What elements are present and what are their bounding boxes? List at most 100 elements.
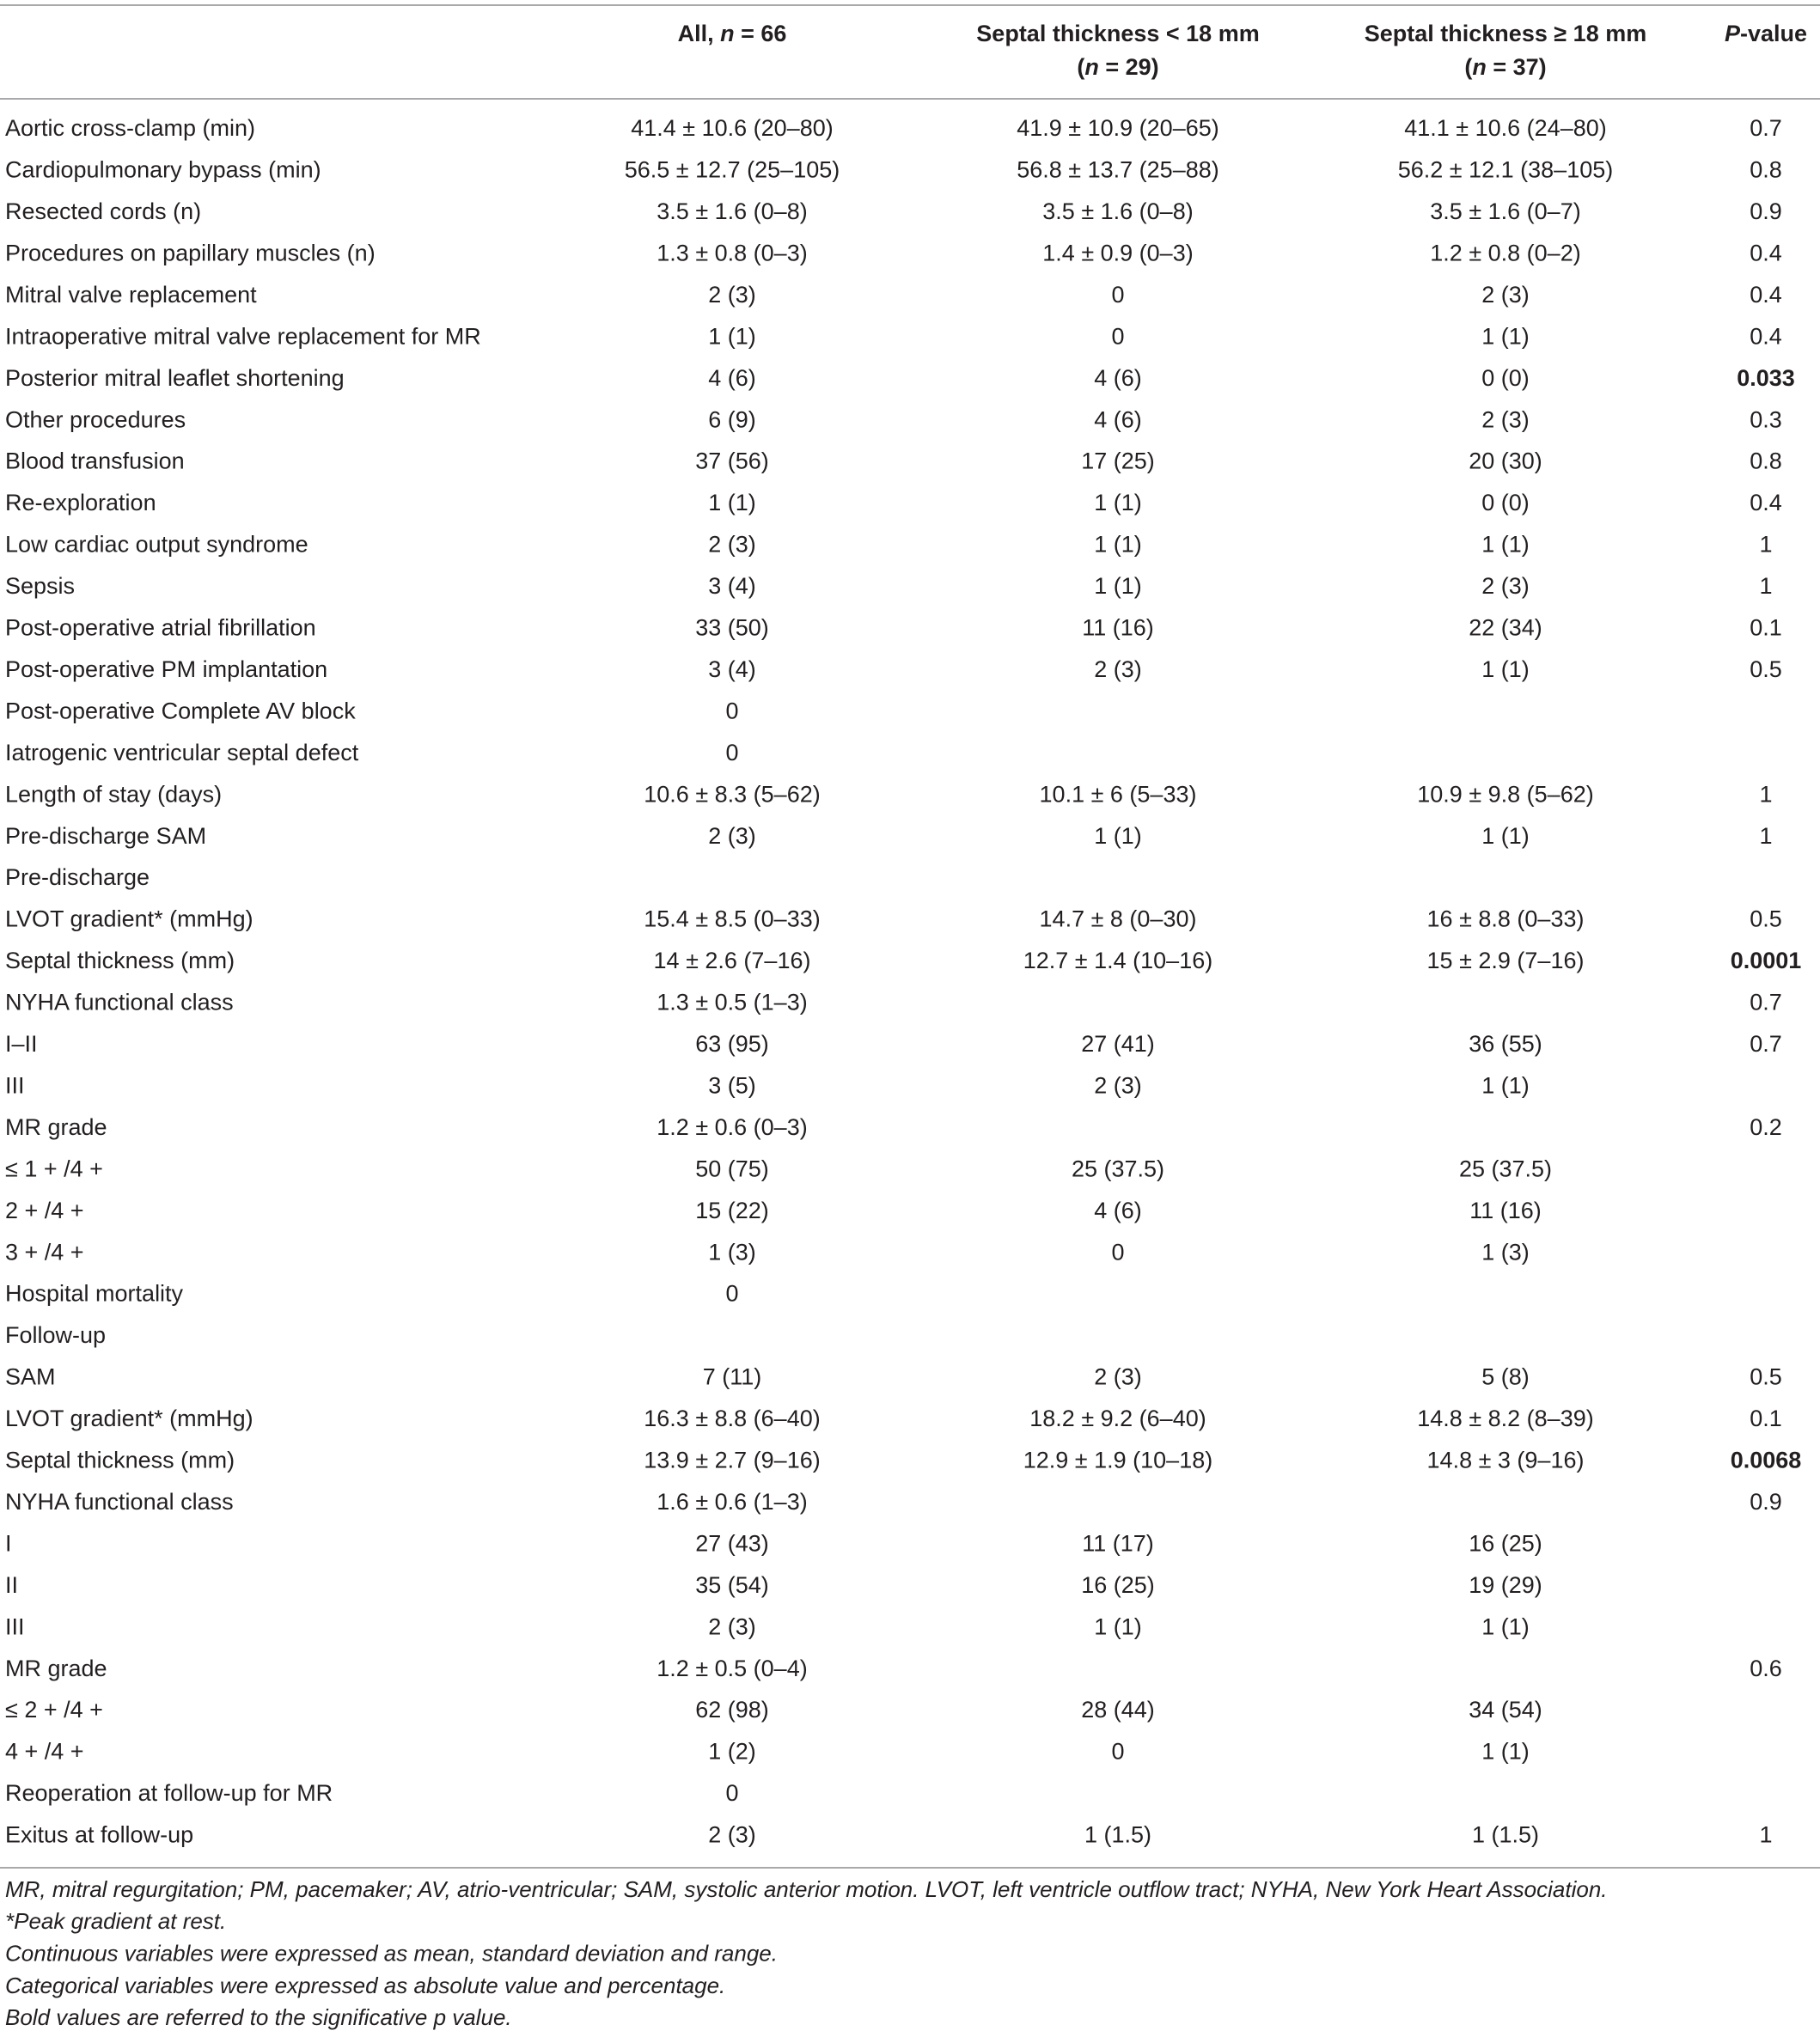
row-label: 2 + /4 + xyxy=(5,1198,84,1223)
cell: 1 (1) xyxy=(1481,1613,1530,1639)
row-label: Exitus at follow-up xyxy=(5,1822,193,1848)
p-value: 1 xyxy=(1759,1822,1772,1848)
cell: 2 (3) xyxy=(708,282,756,308)
cell: 0 xyxy=(725,1780,738,1806)
cell: 37 (56) xyxy=(695,448,769,474)
cell: 0 xyxy=(1111,323,1124,349)
p-value: 1 xyxy=(1759,781,1772,807)
cell: 1.3 ± 0.5 (1–3) xyxy=(657,990,807,1015)
header-run: = 66 xyxy=(735,21,787,46)
column-header: All, n = 66 xyxy=(678,21,787,46)
cell: 16.3 ± 8.8 (6–40) xyxy=(644,1406,820,1431)
row-label: Iatrogenic ventricular septal defect xyxy=(5,740,359,765)
cell: 2 (3) xyxy=(1481,406,1530,432)
row-label: Post-operative atrial fibrillation xyxy=(5,615,316,641)
cell: 63 (95) xyxy=(695,1031,769,1057)
cell: 0 (0) xyxy=(1481,365,1530,391)
header-run: -value xyxy=(1740,21,1807,46)
cell: 25 (37.5) xyxy=(1459,1156,1552,1181)
row-label: I xyxy=(5,1530,12,1556)
cell: 50 (75) xyxy=(695,1156,769,1181)
cell: 0 xyxy=(725,740,738,765)
cell: 0 xyxy=(1111,1239,1124,1265)
cell: 3.5 ± 1.6 (0–7) xyxy=(1430,198,1580,224)
cell: 3.5 ± 1.6 (0–8) xyxy=(1042,198,1193,224)
cell: 15.4 ± 8.5 (0–33) xyxy=(644,906,820,932)
cell: 14.8 ± 3 (9–16) xyxy=(1427,1448,1585,1473)
p-value: 0.7 xyxy=(1750,1031,1782,1057)
cell: 1 (3) xyxy=(708,1239,756,1265)
header-run: n xyxy=(1472,54,1487,80)
cell: 1 (1) xyxy=(1481,823,1530,849)
p-value: 0.7 xyxy=(1750,990,1782,1015)
row-label: 4 + /4 + xyxy=(5,1739,84,1765)
cell: 3 (4) xyxy=(708,573,756,599)
p-value: 0.3 xyxy=(1750,406,1782,432)
p-value: 0.5 xyxy=(1750,656,1782,682)
cell: 34 (54) xyxy=(1469,1697,1542,1723)
cell: 36 (55) xyxy=(1469,1031,1542,1057)
column-header: Septal thickness ≥ 18 mm (n = 37) xyxy=(1365,21,1646,80)
cell: 16 (25) xyxy=(1081,1572,1155,1598)
cell: 6 (9) xyxy=(708,406,756,432)
cell: 1.6 ± 0.6 (1–3) xyxy=(657,1489,807,1515)
cell: 10.1 ± 6 (5–33) xyxy=(1040,781,1197,807)
cell: 17 (25) xyxy=(1081,448,1155,474)
cell: 2 (3) xyxy=(1094,1072,1142,1098)
cell: 27 (41) xyxy=(1081,1031,1155,1057)
p-value: 0.8 xyxy=(1750,157,1782,183)
row-label: I–II xyxy=(5,1031,38,1057)
cell: 41.9 ± 10.9 (20–65) xyxy=(1017,115,1219,141)
cell: 56.5 ± 12.7 (25–105) xyxy=(625,157,840,183)
cell: 33 (50) xyxy=(695,615,769,641)
row-label: Septal thickness (mm) xyxy=(5,1448,235,1473)
cell: 2 (3) xyxy=(708,1613,756,1639)
cell: 2 (3) xyxy=(708,1822,756,1848)
cell: 1 (1) xyxy=(1481,1072,1530,1098)
cell: 14.7 ± 8 (0–30) xyxy=(1040,906,1197,932)
cell: 19 (29) xyxy=(1469,1572,1542,1598)
cell: 0 xyxy=(1111,1739,1124,1765)
cell: 1.3 ± 0.8 (0–3) xyxy=(657,240,807,265)
cell: 1 (1.5) xyxy=(1084,1822,1151,1848)
row-label: MR grade xyxy=(5,1114,107,1140)
cell: 2 (3) xyxy=(708,532,756,558)
p-value: 0.033 xyxy=(1737,365,1795,391)
cell: 0 xyxy=(1111,282,1124,308)
cell: 41.4 ± 10.6 (20–80) xyxy=(631,115,834,141)
cell: 20 (30) xyxy=(1469,448,1542,474)
column-header: P-value xyxy=(1725,21,1807,46)
cell: 11 (17) xyxy=(1082,1530,1154,1556)
cell: 1 (1) xyxy=(1481,656,1530,682)
cell: 12.9 ± 1.9 (10–18) xyxy=(1023,1448,1212,1473)
footnote: *Peak gradient at rest. xyxy=(5,1908,226,1934)
cell: 11 (16) xyxy=(1082,615,1154,641)
p-value: 0.9 xyxy=(1750,198,1782,224)
header-run: n xyxy=(720,21,735,46)
row-label: MR grade xyxy=(5,1656,107,1681)
row-label: NYHA functional class xyxy=(5,1489,234,1515)
cell: 1 (1.5) xyxy=(1472,1822,1539,1848)
cell: 1 (1) xyxy=(1481,532,1530,558)
row-label: Hospital mortality xyxy=(5,1281,184,1307)
cell: 7 (11) xyxy=(703,1364,762,1390)
cell: 25 (37.5) xyxy=(1072,1156,1164,1181)
cell: 27 (43) xyxy=(695,1530,769,1556)
column-header: Septal thickness < 18 mm (n = 29) xyxy=(976,21,1259,80)
cell: 1.2 ± 0.8 (0–2) xyxy=(1430,240,1580,265)
row-label: Pre-discharge SAM xyxy=(5,823,206,849)
cell: 0 (0) xyxy=(1481,490,1530,515)
cell: 0 xyxy=(725,698,738,723)
header-run: = 29) xyxy=(1099,54,1159,80)
p-value: 0.4 xyxy=(1750,240,1782,265)
cell: 1 (1) xyxy=(1481,323,1530,349)
header-run: Septal thickness ≥ 18 mm xyxy=(1365,21,1646,46)
cell: 4 (6) xyxy=(708,365,756,391)
row-label: Low cardiac output syndrome xyxy=(5,532,308,558)
header-run: Septal thickness < 18 mm xyxy=(976,21,1259,46)
cell: 16 ± 8.8 (0–33) xyxy=(1427,906,1585,932)
row-label: SAM xyxy=(5,1364,56,1390)
row-label: Post-operative PM implantation xyxy=(5,656,327,682)
cell: 1.2 ± 0.6 (0–3) xyxy=(657,1114,807,1140)
cell: 15 (22) xyxy=(695,1198,769,1223)
